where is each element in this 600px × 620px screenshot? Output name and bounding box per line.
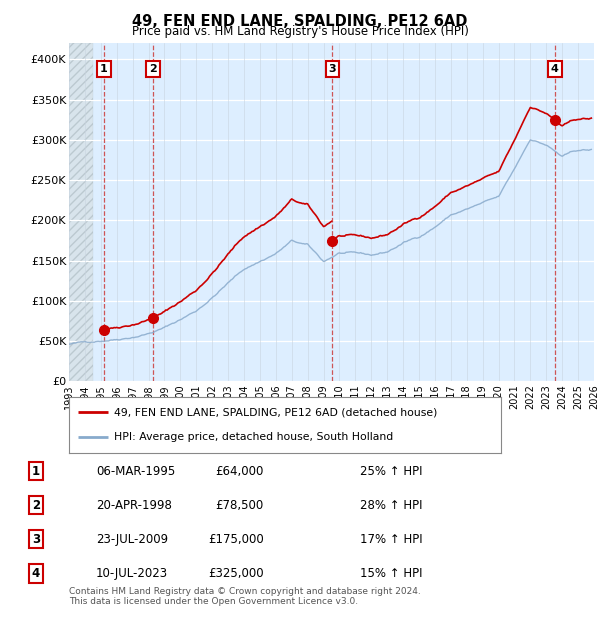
Bar [93,43,594,381]
Text: 2: 2 [32,499,40,511]
Text: 28% ↑ HPI: 28% ↑ HPI [360,499,422,511]
Text: 2: 2 [149,64,157,74]
Text: 06-MAR-1995: 06-MAR-1995 [96,465,175,477]
Text: 3: 3 [329,64,336,74]
Text: HPI: Average price, detached house, South Holland: HPI: Average price, detached house, Sout… [115,432,394,442]
Text: £64,000: £64,000 [215,465,264,477]
Text: 25% ↑ HPI: 25% ↑ HPI [360,465,422,477]
Text: 4: 4 [32,567,40,580]
Bar [69,43,93,381]
Text: £175,000: £175,000 [208,533,264,546]
Text: 4: 4 [551,64,559,74]
Bar [69,43,93,381]
Text: Price paid vs. HM Land Registry's House Price Index (HPI): Price paid vs. HM Land Registry's House … [131,25,469,37]
Text: 20-APR-1998: 20-APR-1998 [96,499,172,511]
Text: 23-JUL-2009: 23-JUL-2009 [96,533,168,546]
Text: 49, FEN END LANE, SPALDING, PE12 6AD: 49, FEN END LANE, SPALDING, PE12 6AD [133,14,467,29]
Text: 1: 1 [100,64,107,74]
Text: 49, FEN END LANE, SPALDING, PE12 6AD (detached house): 49, FEN END LANE, SPALDING, PE12 6AD (de… [115,407,438,417]
Text: £325,000: £325,000 [208,567,264,580]
Text: Contains HM Land Registry data © Crown copyright and database right 2024.
This d: Contains HM Land Registry data © Crown c… [69,587,421,606]
Text: 15% ↑ HPI: 15% ↑ HPI [360,567,422,580]
Text: 10-JUL-2023: 10-JUL-2023 [96,567,168,580]
Text: 17% ↑ HPI: 17% ↑ HPI [360,533,422,546]
Text: £78,500: £78,500 [216,499,264,511]
Text: 1: 1 [32,465,40,477]
Text: 3: 3 [32,533,40,546]
